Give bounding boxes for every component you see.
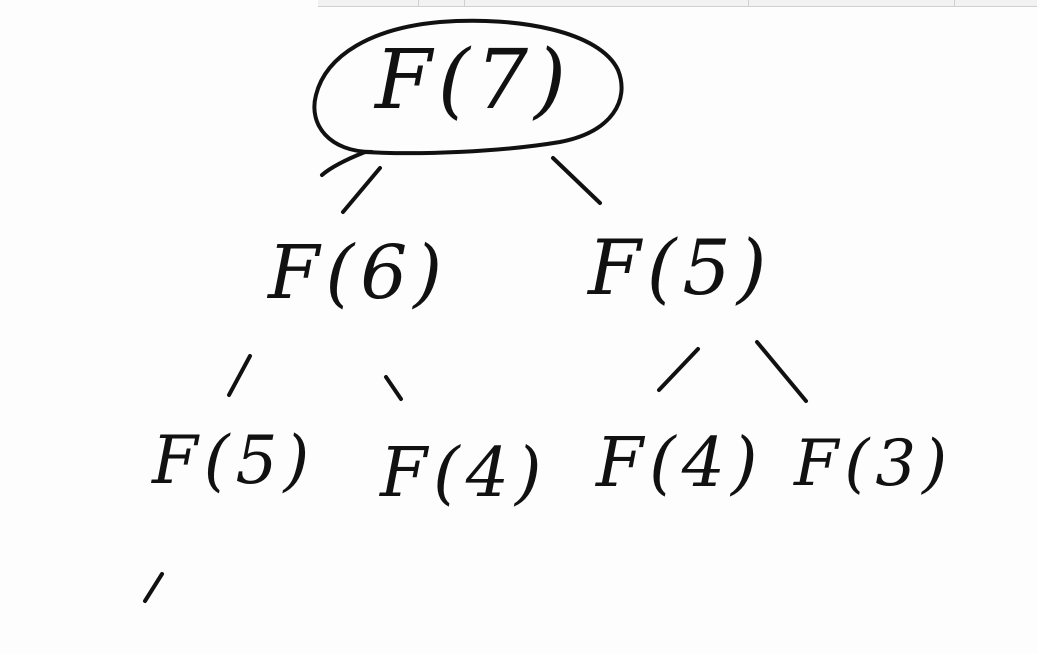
node-right-left: F(4) [596, 424, 764, 503]
edge-right-left [657, 347, 700, 392]
node-right: F(5) [588, 223, 773, 312]
node-left: F(6) [268, 230, 449, 316]
toolbar-divider [954, 0, 955, 6]
node-right-right: F(3) [794, 427, 954, 501]
toolbar-divider [748, 0, 749, 6]
toolbar-divider [464, 0, 465, 6]
window-toolbar-strip [318, 0, 1037, 7]
edge-root-left [341, 166, 382, 214]
edge-continuation [143, 572, 164, 603]
edge-left-right [384, 375, 403, 401]
edge-right-right [755, 340, 808, 403]
toolbar-divider [418, 0, 419, 6]
edge-left-left [227, 354, 252, 397]
node-left-right: F(4) [380, 434, 548, 513]
edge-root-right [551, 156, 602, 205]
root-highlight-circle [312, 18, 624, 177]
node-root: F(7) [375, 33, 573, 128]
node-left-left: F(5) [152, 422, 316, 499]
